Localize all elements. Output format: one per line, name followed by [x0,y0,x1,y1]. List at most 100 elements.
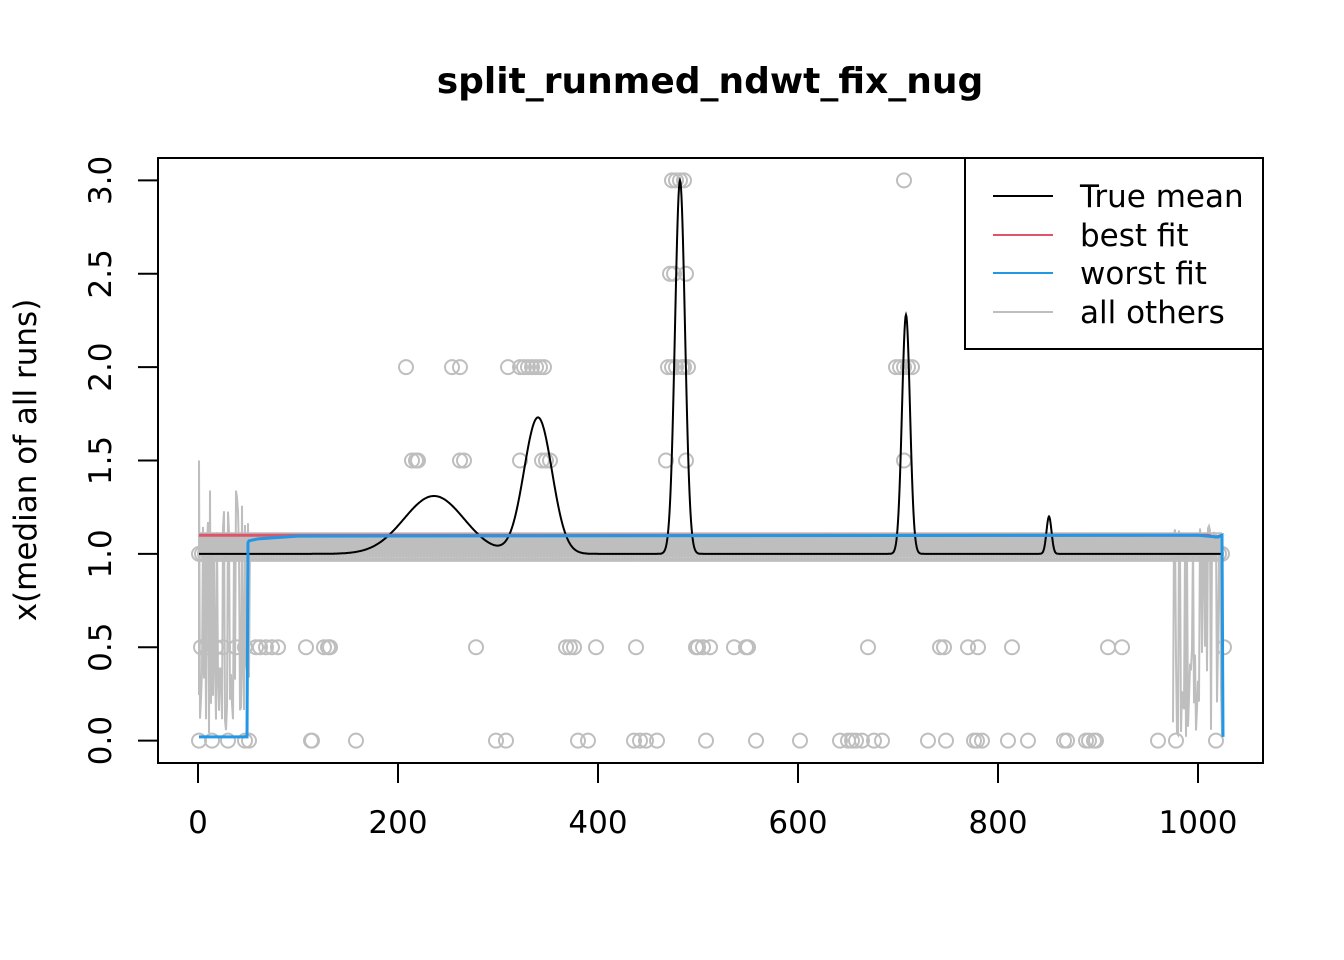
observation-point [208,639,224,656]
observation-point [860,639,876,656]
x-tick-label: 800 [968,805,1027,841]
observation-point [695,639,711,656]
observation-point [252,639,268,656]
x-tick-label: 400 [568,805,627,841]
observation-point [1081,732,1097,749]
observation-point [678,452,694,469]
observation-point [404,452,420,469]
observation-point [512,452,528,469]
observation-point [580,732,596,749]
observation-point [664,359,680,376]
chart-title: split_runmed_ndwt_fix_nug [437,61,984,102]
observation-point [698,732,714,749]
observation-point [248,639,264,656]
x-tick-label: 1000 [1159,805,1238,841]
observation-point [844,732,860,749]
observation-point [974,732,990,749]
observation-point [668,359,684,376]
observation-point [848,732,864,749]
observation-point [896,172,912,189]
legend-label-all-others: all others [1080,295,1225,331]
observation-point [832,732,848,749]
observation-point [740,639,756,656]
observation-point [536,359,552,376]
observation-point [626,732,642,749]
observation-point [588,639,604,656]
observation-point [866,732,882,749]
all-others-series [198,460,1223,739]
observation-point [668,172,684,189]
observation-point [348,732,364,749]
observation-point [676,359,692,376]
observation-point [241,732,257,749]
observation-point [969,732,985,749]
observation-point [1088,732,1104,749]
observation-point [532,359,548,376]
y-tick-label: 3.0 [83,156,119,205]
observation-point [468,639,484,656]
observation-point [500,359,516,376]
y-tick-label: 0.0 [83,716,119,765]
observation-point [322,639,338,656]
all-others-right-edge [1172,523,1223,739]
legend-label-best-fit: best fit [1080,218,1189,254]
observation-point [1004,639,1020,656]
legend: True mean best fit worst fit all others [964,157,1264,350]
observation-point [542,452,558,469]
observation-point [658,452,674,469]
observation-point [1059,732,1075,749]
y-tick-label: 0.5 [83,623,119,672]
true-mean-line [199,176,1222,555]
observation-point [456,452,472,469]
observation-point [970,639,986,656]
legend-label-true-mean: True mean [1079,179,1244,215]
x-tick-label: 200 [368,805,427,841]
y-tick-label: 2.5 [83,249,119,298]
worst-fit-line [199,532,1225,739]
observation-point [680,359,696,376]
observation-point [1168,732,1184,749]
observation-point [1114,639,1130,656]
observation-point [304,732,320,749]
x-axis: 0 200 400 600 800 1000 [188,762,1238,841]
observation-point [960,639,976,656]
observation-point [904,359,920,376]
observation-point [854,732,870,749]
observation-point [570,732,586,749]
observation-point [792,732,808,749]
observation-point [702,639,718,656]
x-tick-label: 0 [188,805,208,841]
observation-point [398,359,414,376]
observation-point [690,639,706,656]
observation-point [316,639,332,656]
observation-point [298,639,314,656]
true-mean-series [199,176,1222,555]
observation-point [488,732,504,749]
observation-point [498,732,514,749]
observation-point [1100,639,1116,656]
observation-point [204,732,220,749]
y-axis-label: x(median of all runs) [8,299,44,622]
observation-point [562,639,578,656]
observation-point [932,639,948,656]
all-others-left-edge [198,460,251,734]
observation-point [452,452,468,469]
y-axis: 0.0 0.5 1.0 1.5 2.0 2.5 3.0 [83,156,159,765]
observation-point [237,732,253,749]
observation-point [936,639,952,656]
observation-point [666,265,682,282]
observation-point [649,732,665,749]
observation-point [270,639,286,656]
observation-point [1020,732,1036,749]
observation-point [892,359,908,376]
observation-point [516,359,532,376]
observation-point [538,452,554,469]
observation-point [558,639,574,656]
observation-point [520,359,536,376]
observation-point [628,639,644,656]
observation-point [1150,732,1166,749]
observation-point [452,359,468,376]
observation-point [920,732,936,749]
observation-point [228,639,244,656]
y-tick-label: 1.5 [83,436,119,485]
